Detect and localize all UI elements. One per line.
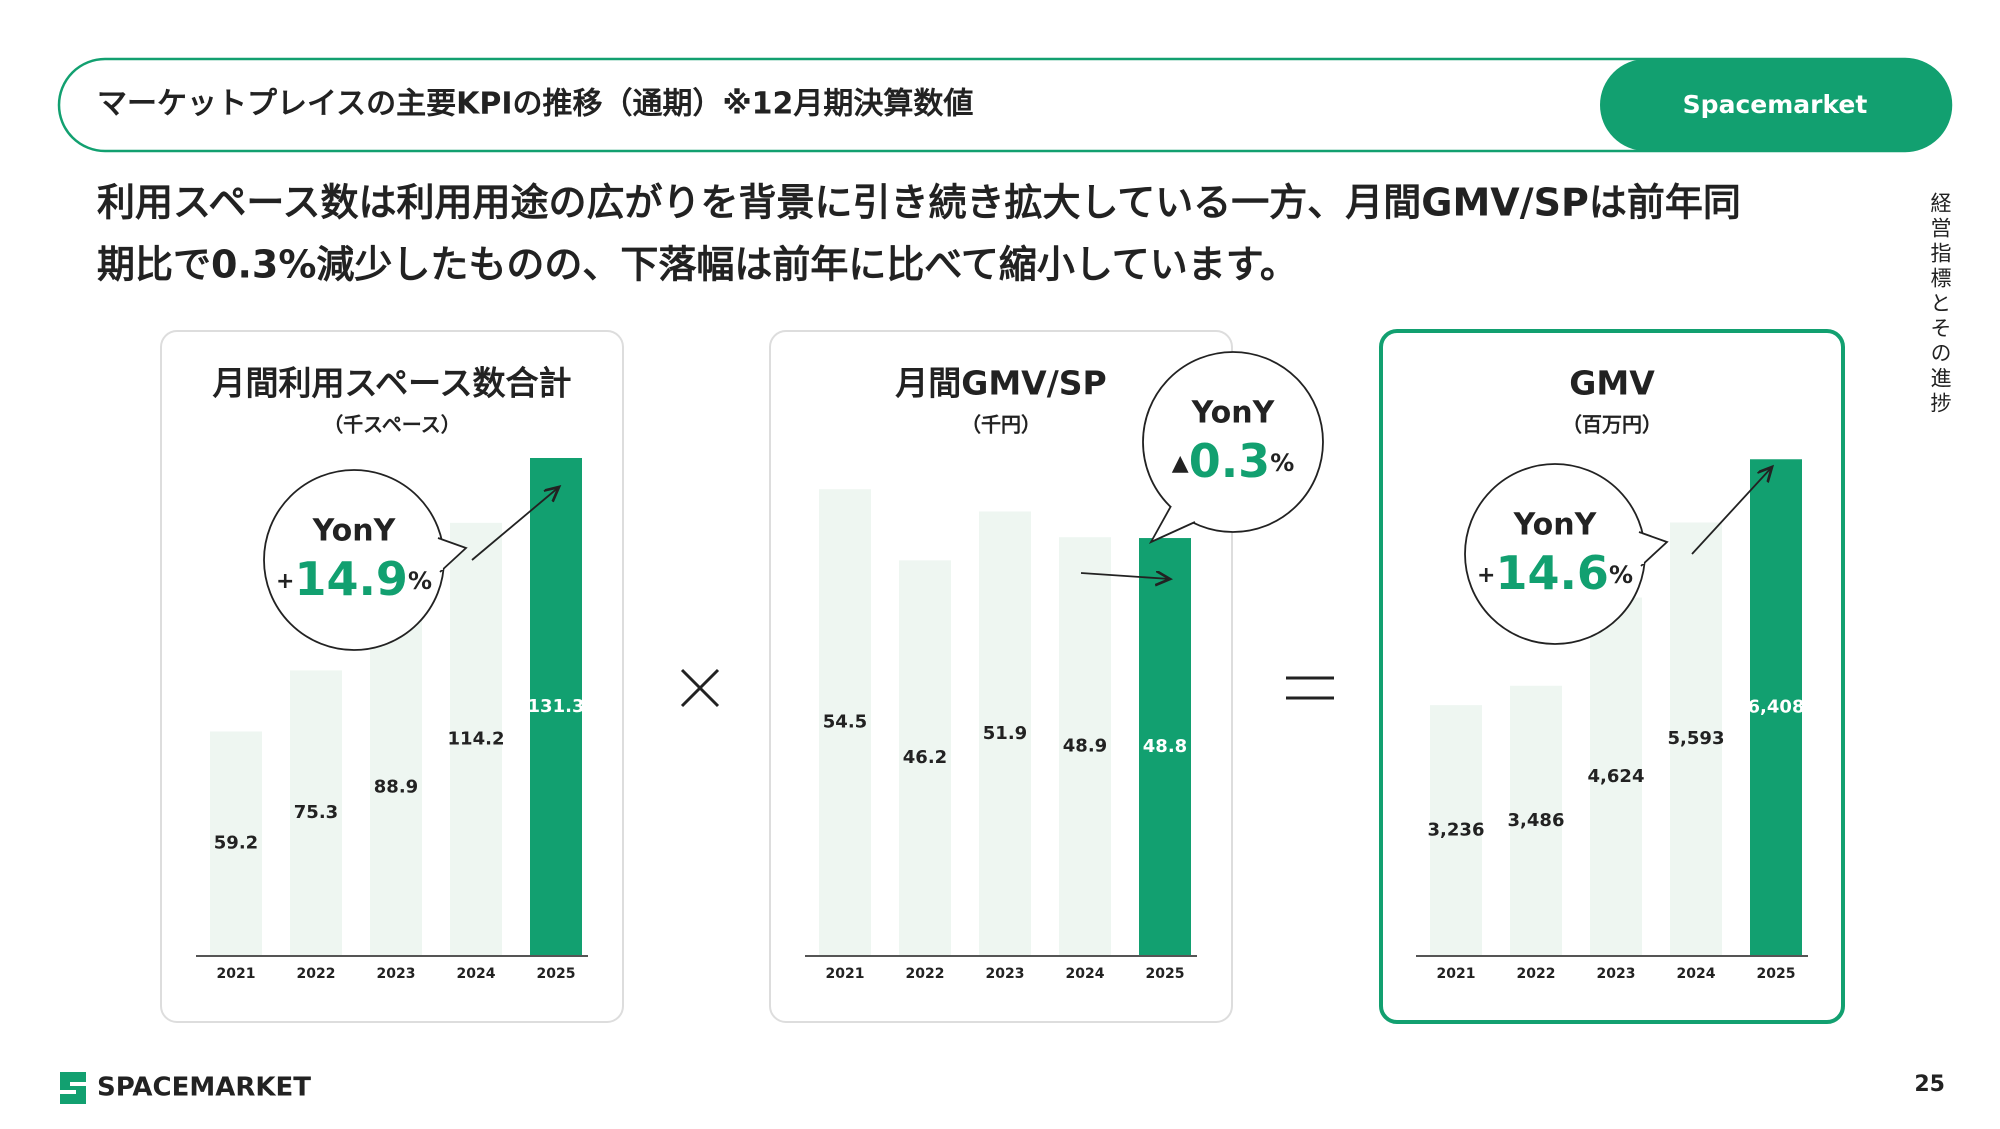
x-tick-label: 2023 xyxy=(986,966,1025,982)
value-label: 59.2 xyxy=(214,833,258,854)
tail-join xyxy=(1171,506,1195,522)
yony-prefix: ▲ xyxy=(1172,451,1189,476)
bar xyxy=(1670,522,1722,956)
value-label: 54.5 xyxy=(823,712,867,733)
bar xyxy=(370,618,422,956)
x-tick-label: 2025 xyxy=(1757,966,1796,982)
yony-number: 14.6 xyxy=(1495,546,1609,600)
times-operator: × xyxy=(680,668,720,708)
yony-value: +14.6% xyxy=(1477,546,1633,600)
x-tick-label: 2021 xyxy=(1437,966,1476,982)
yony-label: YonY xyxy=(1513,508,1598,543)
brand: Spacemarket xyxy=(1683,90,1868,119)
chart-unit: （千円） xyxy=(961,413,1041,437)
page-number: 25 xyxy=(1914,1072,1945,1097)
yony-value: ▲0.3% xyxy=(1172,434,1294,488)
bar xyxy=(899,560,951,956)
yony-prefix: + xyxy=(1477,563,1495,588)
value-label: 48.8 xyxy=(1143,736,1187,757)
bar xyxy=(450,522,502,956)
yony-suffix: % xyxy=(1270,449,1294,477)
value-label: 46.2 xyxy=(903,747,947,768)
chart-title: 月間利用スペース数合計 xyxy=(212,364,571,403)
bar xyxy=(819,489,871,956)
value-label: 5,593 xyxy=(1668,728,1725,749)
value-label: 88.9 xyxy=(374,776,418,797)
chart-unit: （百万円） xyxy=(1562,413,1662,437)
bar xyxy=(1430,705,1482,956)
value-label: 131.3 xyxy=(528,696,585,717)
value-label: 3,236 xyxy=(1428,820,1485,841)
chart-title: 月間GMV/SP xyxy=(895,364,1106,403)
x-tick-label: 2022 xyxy=(906,966,945,982)
bar xyxy=(1590,597,1642,956)
bar xyxy=(1750,459,1802,956)
lead-line: 期比で0.3%減少したものの、下落幅は前年に比べて縮小しています。 xyxy=(97,243,1298,287)
yony-suffix: % xyxy=(408,567,432,595)
speech-bubble-tail xyxy=(437,537,468,573)
trend-arrow xyxy=(471,487,559,561)
value-label: 6,408 xyxy=(1748,697,1805,718)
x-tick-label: 2021 xyxy=(217,966,256,982)
chart-unit: （千スペース） xyxy=(323,413,461,437)
logo-text: SPACEMARKET xyxy=(97,1073,311,1103)
yony-number: 14.9 xyxy=(294,552,408,606)
yony-number: 0.3 xyxy=(1189,434,1271,488)
value-label: 75.3 xyxy=(294,802,338,823)
bar xyxy=(210,731,262,956)
value-label: 4,624 xyxy=(1588,766,1645,787)
tail-join xyxy=(1638,533,1644,565)
value-label: 51.9 xyxy=(983,723,1027,744)
bar xyxy=(1139,538,1191,956)
x-tick-label: 2023 xyxy=(377,966,416,982)
trend-arrow xyxy=(1691,467,1772,555)
bar xyxy=(1059,537,1111,956)
yony-prefix: + xyxy=(276,569,294,594)
footer-logo: SPACEMARKET xyxy=(60,1072,311,1104)
x-tick-label: 2025 xyxy=(1146,966,1185,982)
tail-join xyxy=(437,539,443,571)
x-tick-label: 2024 xyxy=(1677,966,1716,982)
brand-pill xyxy=(1600,59,1951,151)
yony-label: YonY xyxy=(1191,396,1276,431)
yony-value: +14.9% xyxy=(276,552,432,606)
x-tick-label: 2025 xyxy=(537,966,576,982)
value-label: 48.9 xyxy=(1063,736,1107,757)
x-tick-label: 2023 xyxy=(1597,966,1636,982)
yony-suffix: % xyxy=(1609,561,1633,589)
bar xyxy=(979,511,1031,956)
value-label: 3,486 xyxy=(1508,810,1565,831)
value-label: 114.2 xyxy=(448,728,505,749)
bar xyxy=(1510,685,1562,956)
x-tick-label: 2022 xyxy=(297,966,336,982)
trend-arrow xyxy=(1080,573,1170,579)
x-tick-label: 2024 xyxy=(1066,966,1105,982)
yony-label: YonY xyxy=(312,514,397,549)
speech-bubble xyxy=(1142,351,1324,533)
speech-bubble-tail xyxy=(1638,531,1669,567)
chart-title: GMV xyxy=(1569,364,1655,403)
lead-line: 利用スペース数は利用用途の広がりを背景に引き続き拡大している一方、月間GMV/S… xyxy=(97,181,1741,225)
bar xyxy=(530,457,582,956)
header-title: マーケットプレイスの主要KPIの推移（通期）※12月期決算数値 xyxy=(97,87,973,122)
x-tick-label: 2021 xyxy=(826,966,865,982)
equals-operator: = xyxy=(1286,676,1334,700)
bar xyxy=(290,670,342,956)
x-tick-label: 2024 xyxy=(457,966,496,982)
x-tick-label: 2022 xyxy=(1517,966,1556,982)
side-label: 経営指標とその進捗 xyxy=(1928,192,1952,417)
